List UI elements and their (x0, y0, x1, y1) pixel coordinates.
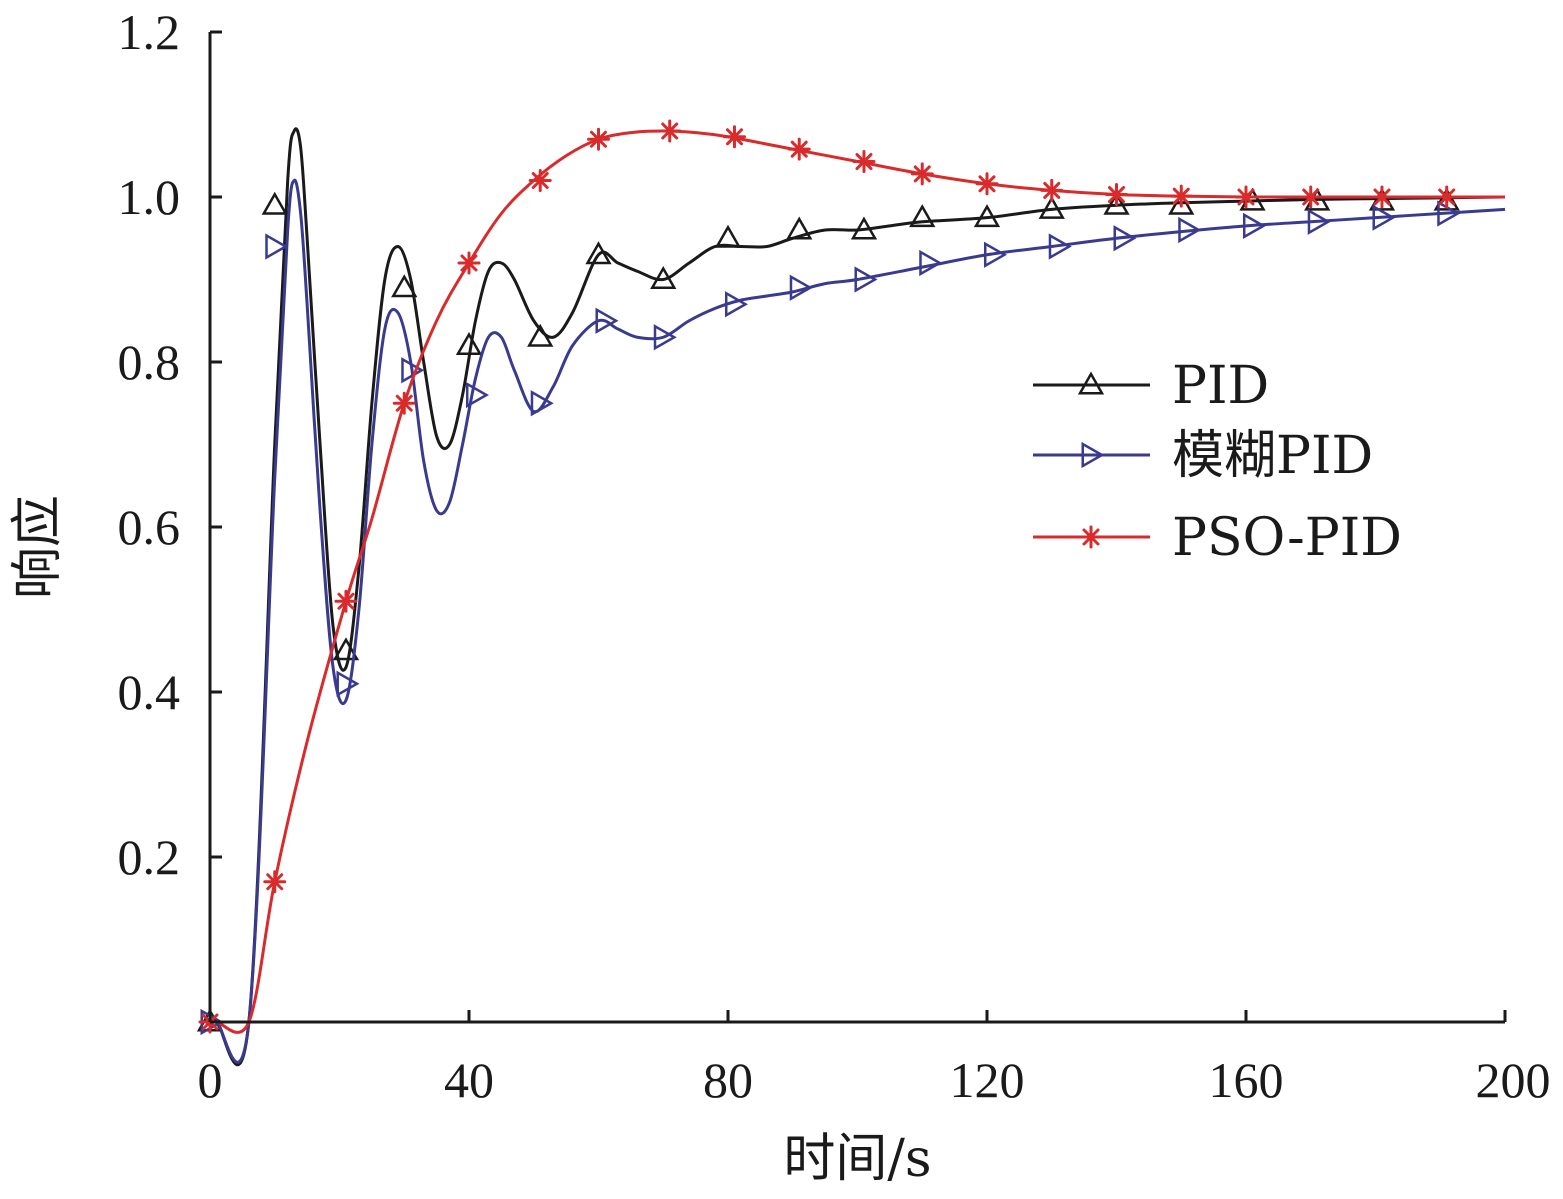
y-tick-label: 0.8 (118, 334, 181, 390)
x-axis-title: 时间/s (783, 1129, 931, 1189)
data-point (1433, 187, 1460, 211)
series-line (210, 127, 1506, 1067)
x-tick-label: 40 (444, 1052, 494, 1108)
data-point (1368, 187, 1396, 211)
data-point (457, 251, 481, 275)
data-point (1372, 204, 1396, 231)
data-point (850, 216, 878, 240)
legend-label: PID (1172, 356, 1269, 416)
data-point (265, 233, 289, 260)
data-point (789, 274, 813, 301)
data-point (1370, 185, 1394, 209)
series-2 (200, 178, 1506, 1064)
data-point (455, 331, 483, 355)
data-point (334, 589, 358, 613)
data-point (1105, 183, 1128, 207)
y-tick-label: 1.2 (118, 4, 181, 60)
data-point (653, 324, 677, 351)
series-1 (196, 127, 1506, 1067)
series-line (210, 129, 1505, 1034)
data-point (401, 357, 425, 384)
data-point (983, 241, 1007, 268)
data-point (1437, 200, 1461, 227)
data-point (528, 169, 552, 192)
data-point (1168, 191, 1195, 215)
y-tick-label: 1.0 (118, 169, 181, 225)
data-point (1178, 216, 1202, 244)
y-tick-label: 0.6 (118, 499, 181, 555)
legend-marker (1077, 371, 1105, 395)
x-tick-label: 0 (198, 1052, 223, 1108)
x-tick-label: 200 (1476, 1052, 1551, 1108)
data-point (724, 291, 748, 318)
series-line (210, 178, 1506, 1064)
data-point (530, 390, 554, 417)
data-point (332, 637, 360, 661)
data-point (261, 191, 288, 215)
data-point (1299, 185, 1323, 209)
plot-series (196, 119, 1506, 1067)
data-point (714, 224, 742, 248)
data-point (336, 670, 360, 697)
y-ticks: 0.2 0.4 0.6 0.8 1.0 1.2 (118, 4, 222, 885)
data-point (1169, 184, 1193, 208)
data-point (392, 391, 416, 415)
y-tick-label: 0.2 (118, 829, 181, 885)
data-point (1242, 212, 1266, 240)
data-point (973, 204, 1001, 228)
data-point (658, 119, 682, 143)
data-point (1234, 185, 1258, 209)
series-3 (198, 119, 1505, 1034)
legend-label: PSO-PID (1172, 508, 1402, 568)
data-point (786, 216, 813, 240)
data-point (722, 125, 746, 149)
data-point (1113, 225, 1137, 252)
legend-item: 模糊PID (1033, 426, 1373, 486)
data-point (1038, 195, 1065, 219)
data-point (595, 307, 619, 334)
y-axis-title: 响应 (8, 495, 68, 599)
legend: PID 模糊PID PSO-PID (1033, 356, 1402, 568)
axes: 0 40 80 120 160 200 0.2 0.4 0.6 0.8 1.0 1.2 (118, 4, 1551, 1108)
data-point (852, 150, 876, 174)
data-point (263, 870, 287, 894)
data-point (1048, 233, 1072, 260)
data-point (909, 204, 936, 228)
data-point (650, 265, 677, 289)
data-point (910, 162, 934, 186)
data-point (854, 266, 878, 293)
data-point (919, 249, 943, 277)
data-point (587, 127, 610, 151)
data-point (391, 274, 418, 298)
legend-marker (1081, 441, 1105, 469)
x-tick-label: 160 (1209, 1052, 1284, 1108)
y-tick-label: 0.4 (118, 664, 181, 720)
data-point (1103, 191, 1130, 215)
data-point (585, 241, 612, 265)
data-point (1040, 178, 1064, 202)
legend-item: PSO-PID (1033, 508, 1402, 568)
legend-item: PID (1033, 356, 1269, 416)
data-point (975, 172, 999, 196)
x-ticks: 0 40 80 120 160 200 (198, 1010, 1551, 1108)
x-tick-label: 120 (950, 1052, 1025, 1108)
data-point (1307, 208, 1331, 235)
data-point (527, 323, 554, 347)
data-point (1435, 185, 1459, 209)
legend-label: 模糊PID (1172, 426, 1373, 486)
data-point (465, 381, 489, 409)
x-tick-label: 80 (703, 1052, 753, 1108)
data-point (787, 137, 811, 161)
legend-marker (1079, 525, 1103, 549)
